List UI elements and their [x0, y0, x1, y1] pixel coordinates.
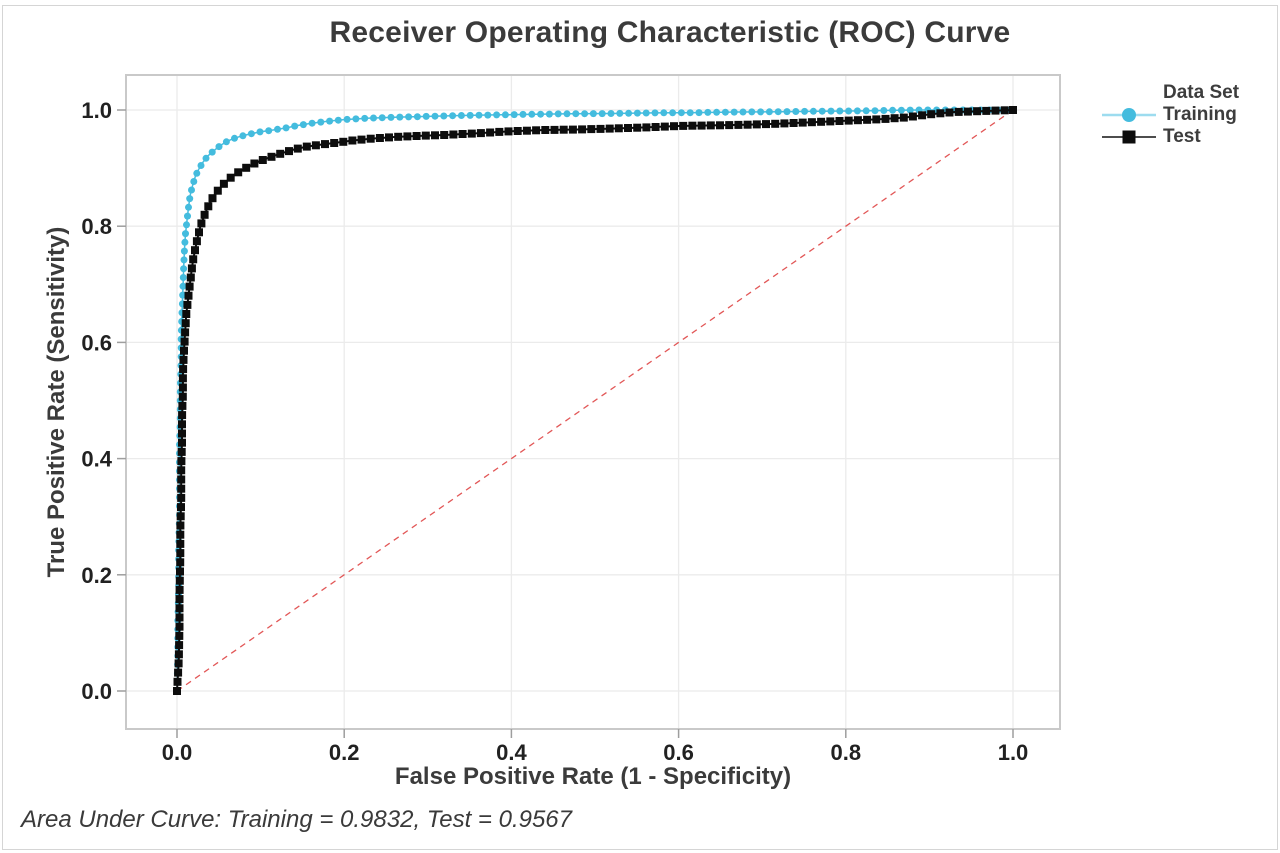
- legend-training-label: Training: [1163, 104, 1237, 125]
- legend-test-marker-icon: [1122, 130, 1136, 144]
- y-tick-label: 0.0: [81, 679, 112, 704]
- test-legend-glyph: [1102, 130, 1156, 144]
- x-axis-label: False Positive Rate (1 - Specificity): [394, 763, 792, 790]
- y-tick-label: 0.8: [81, 214, 112, 239]
- x-tick-label: 0.8: [831, 740, 862, 765]
- legend-test-label: Test: [1163, 126, 1201, 147]
- y-tick-label: 0.2: [81, 563, 112, 588]
- auc-annotation: Area Under Curve: Training = 0.9832, Tes…: [21, 806, 573, 833]
- y-axis-label: True Positive Rate (Sensitivity): [43, 226, 70, 578]
- legend-training-marker-icon: [1122, 108, 1136, 122]
- chance-diagonal-line: [176, 109, 1014, 692]
- y-tick-label: 0.4: [81, 447, 112, 472]
- chart-title: Receiver Operating Characteristic (ROC) …: [329, 16, 1011, 49]
- y-tick-label: 0.6: [81, 330, 112, 355]
- y-tick-label: 1.0: [81, 98, 112, 123]
- x-tick-label: 0.4: [496, 740, 527, 765]
- legend-item-test: Test: [1101, 126, 1239, 148]
- training-legend-glyph: [1102, 108, 1156, 122]
- legend-item-training: Training: [1101, 104, 1239, 126]
- plot-frame: [125, 74, 1061, 730]
- legend-title: Data Set: [1163, 82, 1240, 103]
- x-tick-label: 1.0: [998, 740, 1029, 765]
- x-tick-label: 0.2: [329, 740, 360, 765]
- legend: Data Set Training Test: [1101, 82, 1239, 148]
- x-tick-label: 0.6: [663, 740, 694, 765]
- x-tick-label: 0.0: [162, 740, 193, 765]
- test-curve-markers: [173, 106, 1017, 695]
